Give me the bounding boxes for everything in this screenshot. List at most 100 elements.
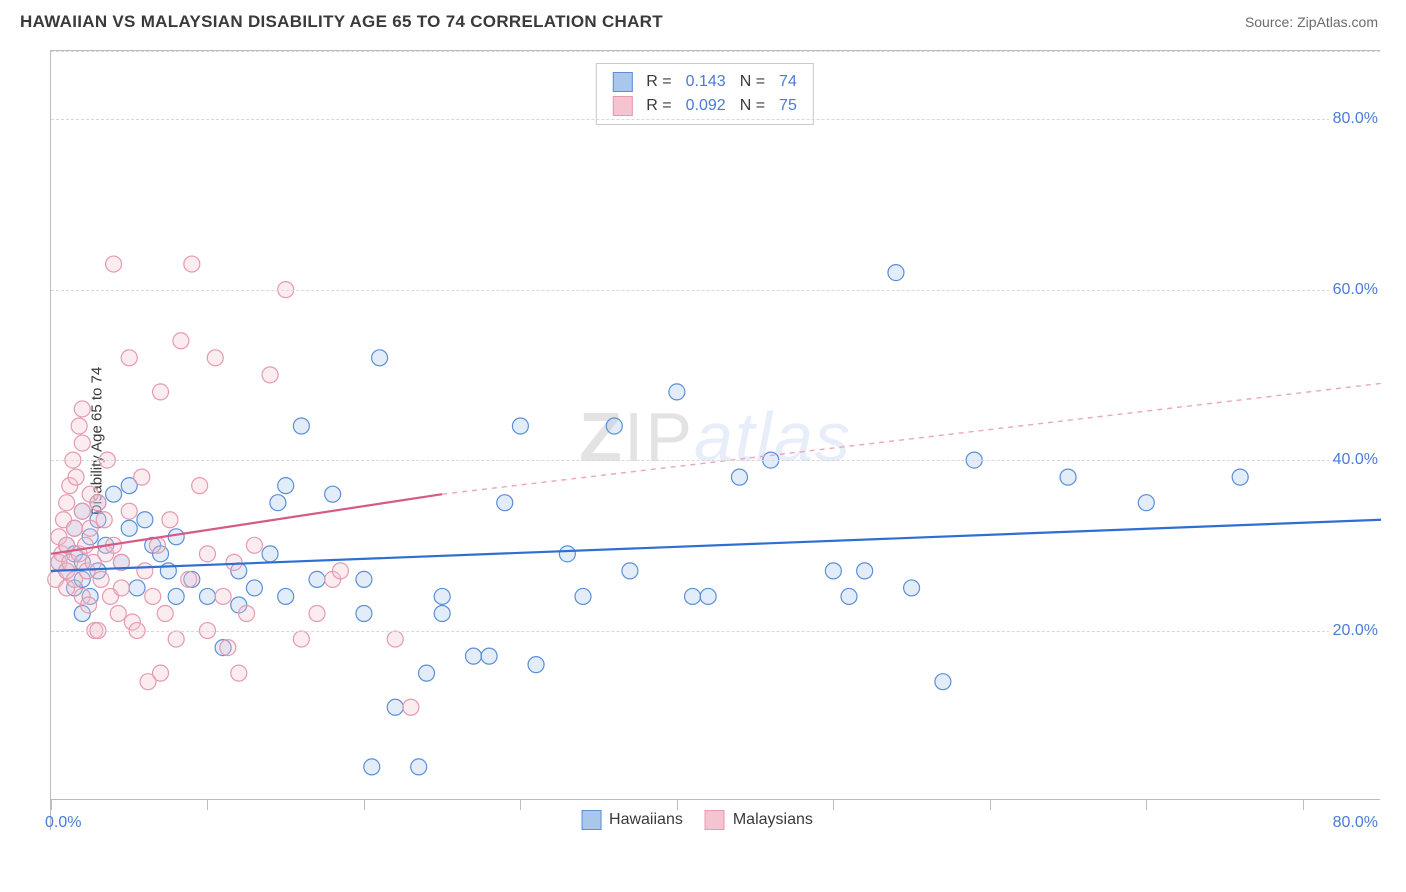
data-point [231,665,247,681]
x-axis [51,799,1380,800]
y-tick-label: 40.0% [1329,451,1382,469]
data-point [325,486,341,502]
data-point [81,597,97,613]
legend-label: Malaysians [733,811,813,829]
legend-item: Malaysians [705,810,813,830]
data-point [68,469,84,485]
data-point [403,699,419,715]
data-point [262,367,278,383]
data-point [207,350,223,366]
data-point [121,350,137,366]
data-point [528,657,544,673]
source-label: Source: ZipAtlas.com [1245,14,1378,30]
data-point [106,486,122,502]
data-point [110,606,126,622]
legend-item: Hawaiians [581,810,683,830]
chart-title: HAWAIIAN VS MALAYSIAN DISABILITY AGE 65 … [20,12,663,32]
chart-area: Disability Age 65 to 74 ZIPatlas R =0.14… [50,50,1380,830]
data-point [356,606,372,622]
data-point [90,495,106,511]
data-point [935,674,951,690]
data-point [168,529,184,545]
data-point [173,333,189,349]
r-value: 0.143 [686,73,726,91]
data-point [356,571,372,587]
legend-swatch [581,810,601,830]
data-point [512,418,528,434]
data-point [278,588,294,604]
data-point [857,563,873,579]
y-tick-label: 80.0% [1329,110,1382,128]
data-point [332,563,348,579]
series-legend: Hawaiians Malaysians [581,810,813,830]
data-point [685,588,701,604]
x-axis-max-label: 80.0% [1333,814,1378,832]
data-point [239,606,255,622]
data-point [246,537,262,553]
data-point [293,631,309,647]
data-point [419,665,435,681]
data-point [157,606,173,622]
data-point [246,580,262,596]
data-point [841,588,857,604]
legend-swatch [612,72,632,92]
x-tick [677,800,678,810]
n-label: N = [740,73,765,91]
data-point [59,495,75,511]
data-point [199,588,215,604]
data-point [293,418,309,434]
data-point [1138,495,1154,511]
x-axis-min-label: 0.0% [45,814,81,832]
y-tick-label: 60.0% [1329,281,1382,299]
r-label: R = [646,73,671,91]
data-point [575,588,591,604]
data-point [387,631,403,647]
data-point [192,478,208,494]
data-point [93,571,109,587]
data-point [465,648,481,664]
data-point [278,478,294,494]
data-point [700,588,716,604]
x-tick [1303,800,1304,810]
data-point [731,469,747,485]
data-point [168,588,184,604]
data-point [134,469,150,485]
data-point [434,588,450,604]
x-tick [207,800,208,810]
chart-header: HAWAIIAN VS MALAYSIAN DISABILITY AGE 65 … [0,0,1406,40]
n-label: N = [740,97,765,115]
data-point [387,699,403,715]
gridline [51,460,1380,461]
data-point [904,580,920,596]
data-point [481,648,497,664]
data-point [153,384,169,400]
data-point [129,580,145,596]
data-point [74,401,90,417]
data-point [270,495,286,511]
x-tick [833,800,834,810]
x-tick [364,800,365,810]
y-tick-label: 20.0% [1329,622,1382,640]
x-tick [1146,800,1147,810]
data-point [434,606,450,622]
data-point [309,606,325,622]
x-tick [51,800,52,810]
data-point [215,588,231,604]
data-point [606,418,622,434]
data-point [622,563,638,579]
data-point [168,631,184,647]
legend-label: Hawaiians [609,811,683,829]
data-point [149,537,165,553]
data-point [96,512,112,528]
data-point [82,520,98,536]
data-point [497,495,513,511]
data-point [411,759,427,775]
data-point [71,418,87,434]
data-point [1060,469,1076,485]
data-point [145,588,161,604]
legend-row: R =0.143N =74 [612,70,797,94]
data-point [106,256,122,272]
data-point [226,554,242,570]
data-point [364,759,380,775]
data-point [121,503,137,519]
